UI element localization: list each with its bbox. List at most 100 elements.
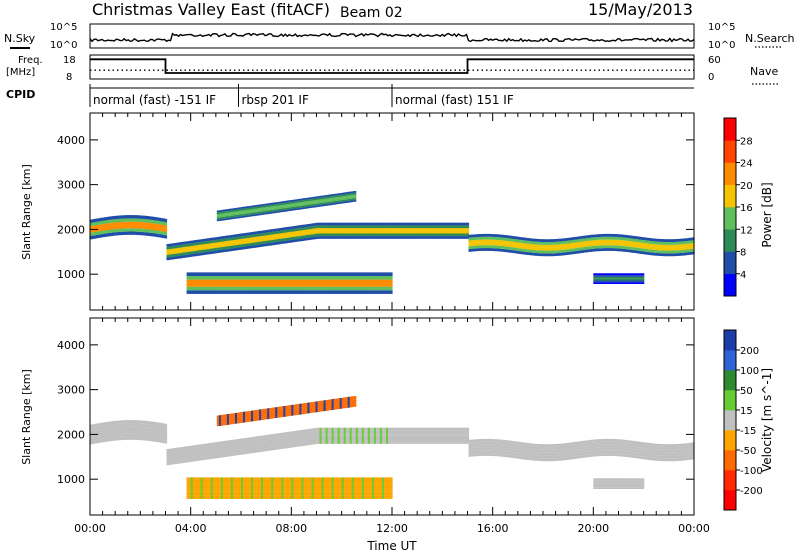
heatmap-cell [162, 234, 166, 239]
heatmap-cell [90, 437, 93, 441]
heatmap-cell [325, 228, 329, 231]
heatmap-cell [547, 253, 550, 257]
heatmap-cell [299, 286, 303, 291]
heatmap-cell [166, 244, 170, 247]
heatmap-cell [629, 280, 633, 283]
heatmap-cell [112, 219, 115, 223]
heatmap-cell [460, 225, 464, 229]
heatmap-cell [341, 491, 345, 496]
heatmap-cell [683, 244, 687, 247]
heatmap-cell [615, 245, 619, 249]
heatmap-cell [599, 234, 603, 237]
heatmap-cell [373, 290, 377, 294]
heatmap-cell [257, 415, 260, 417]
heatmap-cell [216, 286, 220, 291]
heatmap-cell [357, 433, 361, 436]
heatmap-cell [563, 244, 566, 247]
heatmap-cell [637, 248, 641, 251]
heatmap-cell [611, 245, 615, 249]
heatmap-cell [136, 215, 139, 219]
heatmap-cell [208, 445, 212, 449]
heatmap-cell [432, 225, 435, 229]
heatmap-cell [327, 430, 331, 434]
heatmap-cell [281, 435, 284, 439]
heatmap-cell [210, 237, 214, 241]
heatmap-cell [361, 225, 365, 229]
heatmap-cell [317, 228, 321, 231]
heatmap-cell [621, 273, 625, 276]
heatmap-cell [289, 272, 292, 276]
heatmap-cell [357, 276, 361, 280]
heatmap-cell [243, 208, 246, 211]
heatmap-cell [216, 455, 220, 458]
heatmap-cell [140, 430, 143, 434]
heatmap-cell [321, 491, 325, 496]
heatmap-cell [128, 436, 131, 440]
heatmap-cell [303, 279, 307, 284]
heatmap-cell [146, 427, 150, 431]
heatmap-cell [635, 280, 639, 283]
heatmap-cell [386, 272, 389, 276]
heatmap-cell [351, 398, 355, 400]
heatmap-cell [329, 408, 333, 411]
heatmap-cell [526, 238, 530, 241]
heatmap-cell [255, 283, 258, 287]
heatmap-cell [508, 238, 512, 242]
heatmap-cell [178, 455, 182, 459]
heatmap-cell [287, 484, 290, 489]
heatmap-cell [426, 225, 429, 229]
heatmap-cell [601, 234, 605, 237]
heatmap-cell [241, 216, 244, 218]
heatmap-cell [277, 446, 280, 450]
heatmap-cell [414, 230, 417, 234]
heatmap-cell [450, 228, 454, 231]
heatmap-cell [347, 488, 351, 492]
heatmap-cell [128, 420, 131, 424]
heatmap-cell [615, 248, 619, 252]
heatmap-cell [502, 246, 506, 249]
heatmap-cell [224, 272, 228, 276]
heatmap-cell [228, 208, 232, 211]
heatmap-cell [545, 242, 548, 245]
heatmap-cell [325, 276, 329, 280]
heatmap-cell [230, 442, 234, 446]
heatmap-cell [361, 290, 365, 294]
heatmap-cell [247, 418, 250, 421]
heatmap-cell [273, 236, 276, 240]
heatmap-cell [249, 484, 252, 489]
heatmap-cell [333, 495, 337, 499]
heatmap-cell [200, 477, 204, 481]
heatmap-cell [323, 400, 327, 403]
heatmap-cell [271, 407, 274, 410]
heatmap-cell [257, 231, 260, 234]
heatmap-cell [633, 276, 637, 279]
heatmap-cell [351, 438, 355, 442]
heatmap-cell [575, 236, 578, 240]
heatmap-cell [353, 397, 357, 400]
heatmap-cell [228, 217, 232, 220]
heatmap-cell [281, 411, 284, 414]
heatmap-cell [379, 283, 383, 287]
heatmap-cell [251, 290, 254, 294]
heatmap-cell [301, 235, 305, 239]
heatmap-cell [361, 272, 365, 276]
heatmap-cell [323, 481, 327, 485]
heatmap-cell [230, 208, 234, 211]
heatmap-cell [335, 398, 339, 401]
heatmap-cell [337, 198, 341, 201]
heatmap-cell [305, 232, 309, 235]
heatmap-cell [267, 481, 270, 485]
heatmap-cell [341, 276, 345, 280]
heatmap-cell [339, 403, 343, 406]
heatmap-cell [263, 435, 266, 438]
heatmap-cell [269, 240, 272, 243]
heatmap-cell [263, 233, 266, 236]
heatmap-cell [257, 210, 260, 212]
heatmap-cell [468, 249, 472, 252]
heatmap-cell [514, 247, 518, 251]
heatmap-cell [194, 455, 198, 459]
heatmap-cell [196, 283, 200, 287]
heatmap-cell [271, 495, 274, 499]
heatmap-cell [184, 451, 188, 455]
heatmap-cell [305, 408, 309, 410]
